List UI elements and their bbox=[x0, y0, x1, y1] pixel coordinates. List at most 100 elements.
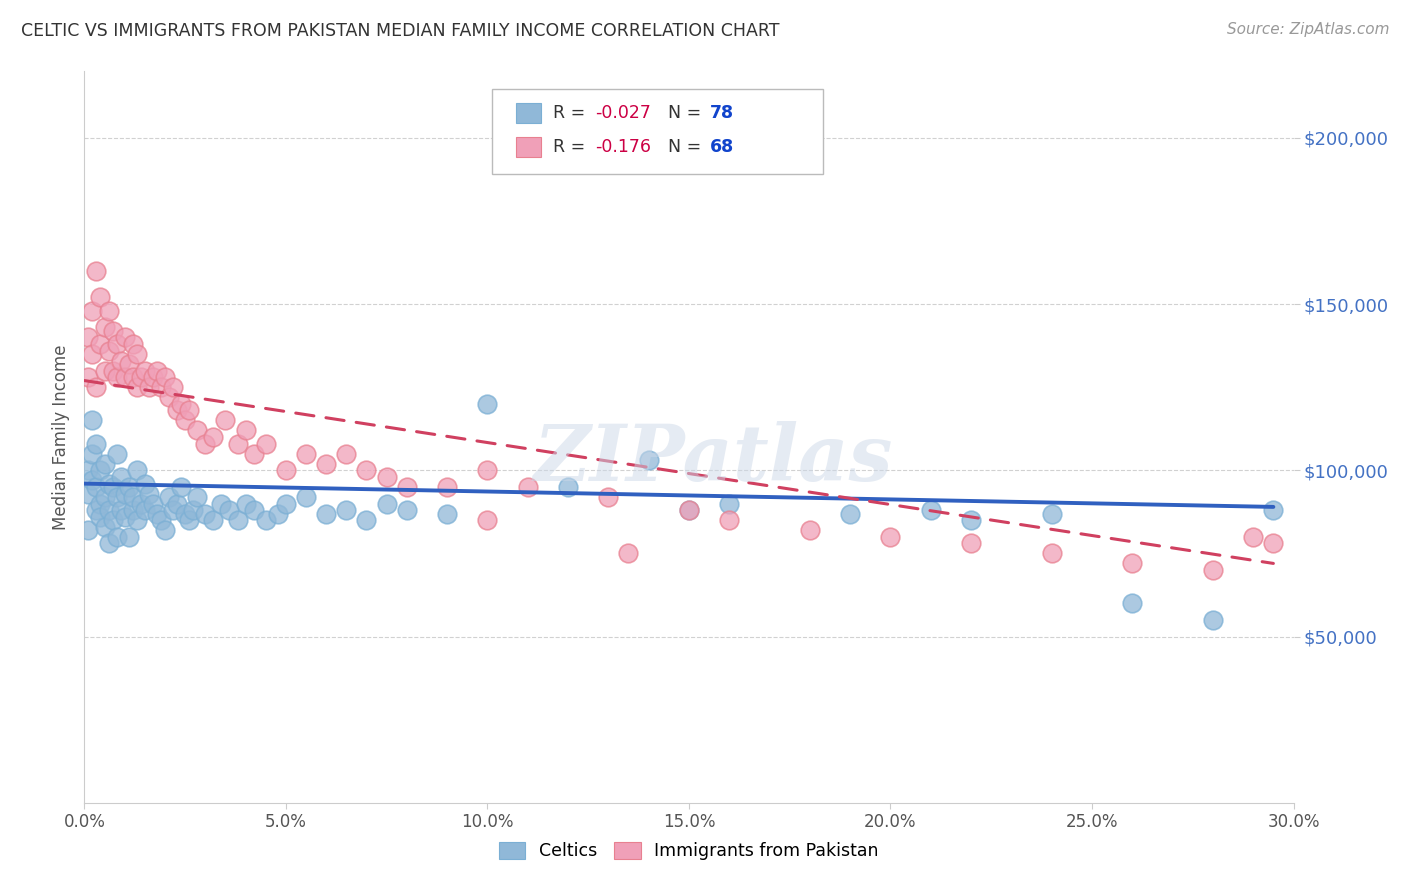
Point bbox=[174, 413, 197, 427]
Point bbox=[82, 303, 104, 318]
Point bbox=[179, 403, 201, 417]
Point bbox=[86, 480, 108, 494]
Point bbox=[105, 447, 128, 461]
Point bbox=[149, 513, 172, 527]
Point bbox=[315, 507, 337, 521]
Point bbox=[82, 447, 104, 461]
Point bbox=[162, 380, 184, 394]
Text: 68: 68 bbox=[710, 138, 734, 156]
Point bbox=[1263, 536, 1285, 550]
Point bbox=[110, 503, 132, 517]
Point bbox=[295, 490, 318, 504]
Point bbox=[134, 476, 156, 491]
Point bbox=[157, 490, 180, 504]
Point bbox=[186, 490, 208, 504]
Point bbox=[1040, 546, 1063, 560]
Text: R =: R = bbox=[553, 104, 591, 122]
Point bbox=[1121, 557, 1143, 571]
Point bbox=[254, 513, 277, 527]
Point bbox=[89, 509, 111, 524]
Point bbox=[138, 486, 160, 500]
Point bbox=[274, 463, 297, 477]
Point bbox=[77, 330, 100, 344]
Point bbox=[960, 536, 983, 550]
Point bbox=[179, 513, 201, 527]
Point bbox=[149, 380, 172, 394]
Point bbox=[134, 503, 156, 517]
Point bbox=[356, 463, 378, 477]
Point bbox=[209, 497, 232, 511]
Point bbox=[114, 330, 136, 344]
Point bbox=[101, 324, 124, 338]
Point bbox=[799, 523, 821, 537]
Point bbox=[125, 347, 148, 361]
Text: 78: 78 bbox=[710, 104, 734, 122]
Point bbox=[89, 497, 111, 511]
Point bbox=[174, 507, 197, 521]
Point bbox=[101, 480, 124, 494]
Point bbox=[335, 503, 357, 517]
Point bbox=[678, 503, 700, 517]
Point bbox=[202, 513, 225, 527]
Point bbox=[125, 380, 148, 394]
Point bbox=[637, 453, 659, 467]
Point bbox=[1263, 503, 1285, 517]
Point bbox=[86, 436, 108, 450]
Point bbox=[436, 507, 458, 521]
Point bbox=[77, 463, 100, 477]
Point bbox=[105, 370, 128, 384]
Point bbox=[477, 513, 499, 527]
Point bbox=[267, 507, 290, 521]
Point bbox=[226, 436, 249, 450]
Text: ZIPatlas: ZIPatlas bbox=[533, 421, 893, 497]
Point bbox=[1040, 507, 1063, 521]
Point bbox=[295, 447, 318, 461]
Point bbox=[118, 530, 141, 544]
Point bbox=[93, 457, 115, 471]
Point bbox=[477, 397, 499, 411]
Point bbox=[1241, 530, 1264, 544]
Point bbox=[105, 337, 128, 351]
Point bbox=[114, 370, 136, 384]
Point bbox=[89, 290, 111, 304]
Point bbox=[214, 413, 236, 427]
Point bbox=[242, 503, 264, 517]
Point bbox=[93, 363, 115, 377]
Point bbox=[436, 480, 458, 494]
Point bbox=[678, 503, 700, 517]
Point bbox=[118, 357, 141, 371]
Point bbox=[97, 303, 120, 318]
Point bbox=[335, 447, 357, 461]
Point bbox=[194, 507, 217, 521]
Point bbox=[235, 424, 257, 438]
Point bbox=[129, 370, 152, 384]
Point bbox=[960, 513, 983, 527]
Point bbox=[218, 503, 240, 517]
Point bbox=[194, 436, 217, 450]
Point bbox=[97, 503, 120, 517]
Point bbox=[82, 413, 104, 427]
Point bbox=[77, 370, 100, 384]
Point bbox=[97, 476, 120, 491]
Point bbox=[93, 520, 115, 534]
Point bbox=[157, 390, 180, 404]
Point bbox=[125, 513, 148, 527]
Point bbox=[395, 480, 418, 494]
Point bbox=[162, 503, 184, 517]
Point bbox=[129, 497, 152, 511]
Point bbox=[82, 473, 104, 487]
Point bbox=[77, 523, 100, 537]
Point bbox=[395, 503, 418, 517]
Point bbox=[142, 370, 165, 384]
Point bbox=[170, 397, 193, 411]
Point bbox=[477, 463, 499, 477]
Point bbox=[97, 536, 120, 550]
Point bbox=[125, 463, 148, 477]
Point bbox=[105, 530, 128, 544]
Point bbox=[86, 503, 108, 517]
Point bbox=[166, 497, 188, 511]
Point bbox=[153, 370, 176, 384]
Text: -0.176: -0.176 bbox=[595, 138, 651, 156]
Point bbox=[718, 513, 741, 527]
Point bbox=[93, 490, 115, 504]
